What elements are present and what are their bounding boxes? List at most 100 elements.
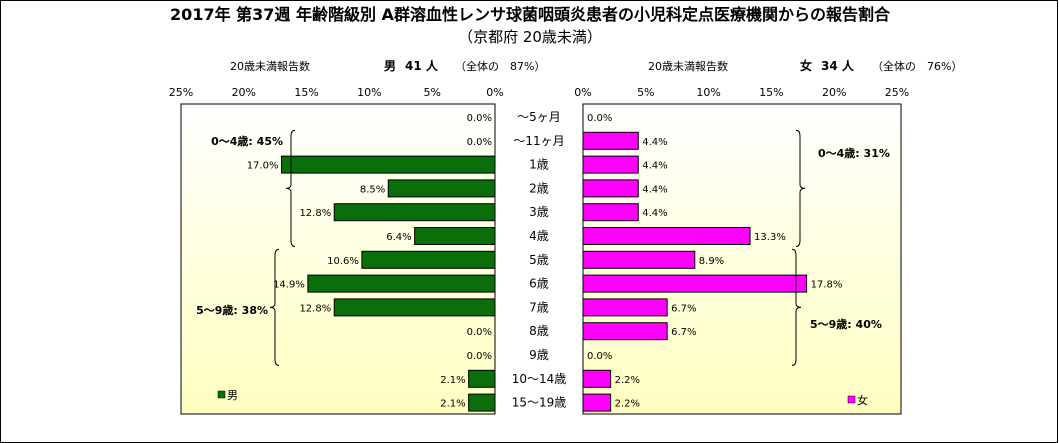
male-tick-label: 5% [423,86,440,99]
male-value-label: 14.9% [273,280,305,291]
male-gender-label: 男 [384,59,396,73]
group-annotation: 0〜4歳: 45% [211,134,283,148]
legend-female-swatch [847,395,856,404]
female-bar [582,250,696,269]
male-value-label: 0.0% [467,351,492,362]
female-bar [582,369,612,388]
legend-male-swatch [217,390,226,399]
female-bar [582,227,751,245]
male-bar [468,369,496,388]
male-bar [333,298,496,317]
female-bar [582,274,808,293]
category-label: 〜11ヶ月 [513,134,564,148]
male-count-value: 41 人 [405,58,439,73]
female-value-label: 13.3% [754,232,786,243]
chart-title: 2017年 第37週 年齢階級別 A群溶血性レンサ球菌咽頭炎患者の小児科定点医療… [170,5,891,24]
female-gender-label: 女 [800,58,812,73]
female-tick-label: 15% [759,86,783,99]
male-bar [333,203,496,222]
male-value-label: 12.8% [299,208,331,219]
female-value-label: 6.7% [671,327,696,338]
male-value-label: 17.0% [247,161,279,172]
legend-male: 男 [217,389,238,402]
legend-male-label: 男 [227,389,238,402]
male-tick-label: 25% [169,86,193,99]
female-bar [582,298,668,317]
male-bar [307,274,496,293]
group-bracket [285,129,296,247]
female-tick-label: 0% [574,86,591,99]
male-tick-label: 15% [294,86,318,99]
female-tick-label: 5% [637,86,654,99]
female-value-label: 2.2% [615,399,640,410]
male-bar [280,155,496,174]
male-count-label: 20歳未満報告数 [230,60,310,73]
category-label: 9歳 [529,348,549,362]
group-annotation: 5〜9歳: 40% [810,317,882,331]
female-tick-label: 20% [822,86,846,99]
female-bar [582,155,639,174]
female-value-label: 0.0% [587,351,612,362]
group-annotation: 5〜9歳: 38% [196,303,268,317]
group-bracket [795,129,806,247]
group-annotation: 0〜4歳: 31% [818,146,890,160]
male-value-label: 6.4% [386,232,411,243]
male-value-label: 0.0% [467,137,492,148]
category-label: 1歳 [529,158,549,172]
male-bar [361,250,496,269]
female-axis-ticks: 0% 5% 10% 15% 20% 25% [574,86,909,99]
male-bar [468,393,496,412]
male-value-label: 0.0% [467,113,492,124]
female-count-label: 20歳未満報告数 [648,60,728,73]
group-brackets: 0〜4歳: 45% 5〜9歳: 38% 0〜4歳: 31% 5〜9歳: 40% [196,129,890,366]
category-label: 10〜14歳 [512,372,567,386]
category-label: 3歳 [529,205,549,219]
female-value-label: 4.4% [642,184,667,195]
category-label: 2歳 [529,181,549,195]
category-label: 15〜19歳 [512,396,567,410]
category-label: 8歳 [529,324,549,338]
legend-female-label: 女 [857,393,868,407]
category-label: 7歳 [529,300,549,314]
male-bar [414,227,496,245]
female-value-label: 8.9% [699,256,724,267]
female-ratio: （全体の 76%） [872,59,962,73]
female-value-label: 17.8% [811,280,843,291]
category-label: 5歳 [529,253,549,267]
male-value-label: 2.1% [440,375,465,386]
male-tick-label: 20% [232,86,256,99]
group-bracket [269,248,280,366]
male-value-label: 0.0% [467,327,492,338]
male-axis-ticks: 25% 20% 15% 10% 5% 0% [169,86,504,99]
female-bar [582,131,639,150]
female-tick-label: 25% [885,86,909,99]
female-value-label: 4.4% [642,137,667,148]
male-tick-label: 10% [357,86,381,99]
female-value-label: 6.7% [671,303,696,314]
male-tick-label: 0% [486,86,503,99]
female-bar [582,203,639,222]
female-value-labels: 0.0% 4.4% 4.4% 4.4% 4.4% 13.3% 8.9% 17.8% 6.7% 6.… [587,113,842,410]
category-label: 〜5ヶ月 [517,110,561,124]
male-bar [387,179,496,198]
female-value-label: 4.4% [642,161,667,172]
female-bar [582,393,612,412]
legend-female: 女 [847,393,868,407]
male-value-label: 2.1% [440,399,465,410]
male-value-label: 10.6% [327,256,359,267]
male-value-labels: 0.0% 0.0% 17.0% 8.5% 12.8% 6.4% 10.6% 14.9% 12.8… [247,113,492,410]
male-value-label: 8.5% [360,184,385,195]
female-bar [582,322,668,341]
group-bracket [791,248,802,366]
male-ratio: （全体の 87%） [455,59,545,73]
female-count-value: 34 人 [821,58,855,73]
male-value-label: 12.8% [299,303,331,314]
chart-subtitle: （京都府 20歳未満） [458,28,602,46]
category-label: 4歳 [529,229,549,243]
female-value-label: 2.2% [615,375,640,386]
female-value-label: 0.0% [587,113,612,124]
category-label: 6歳 [529,277,549,291]
female-bar [582,179,639,198]
female-value-label: 4.4% [642,208,667,219]
female-tick-label: 10% [696,86,720,99]
